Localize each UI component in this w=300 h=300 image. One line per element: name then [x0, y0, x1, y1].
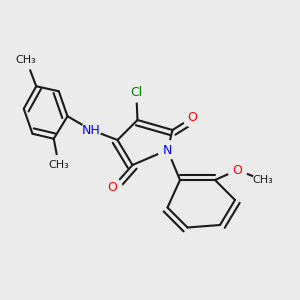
Text: CH₃: CH₃: [48, 160, 69, 170]
Circle shape: [183, 108, 202, 127]
Circle shape: [228, 160, 247, 179]
Text: CH₃: CH₃: [16, 55, 37, 65]
Text: O: O: [232, 164, 242, 176]
Circle shape: [253, 170, 272, 190]
Circle shape: [158, 140, 177, 160]
Text: CH₃: CH₃: [252, 175, 273, 185]
Circle shape: [103, 178, 122, 197]
Text: Cl: Cl: [130, 86, 142, 99]
Circle shape: [127, 83, 146, 102]
Text: O: O: [188, 111, 197, 124]
Text: NH: NH: [82, 124, 100, 136]
Text: O: O: [108, 181, 117, 194]
Circle shape: [82, 121, 101, 140]
Circle shape: [49, 155, 68, 175]
Text: N: N: [163, 143, 172, 157]
Circle shape: [17, 50, 36, 70]
